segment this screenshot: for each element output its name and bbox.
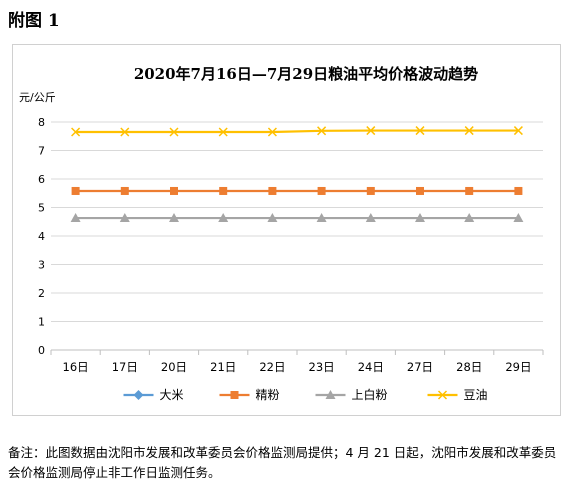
x-axis	[50, 350, 544, 355]
data-point-x	[464, 126, 474, 136]
legend-label: 上白粉	[352, 387, 388, 402]
data-point-square	[465, 186, 474, 195]
y-tick-labels: 0 1 2 3 4 5 6 7 8	[38, 116, 45, 357]
legend-label: 大米	[160, 388, 184, 402]
data-point-triangle	[365, 213, 376, 223]
line-chart: 2020年7月16日—7月29日粮油平均价格波动趋势 元/公斤 0 1 2 3 4 5 6 7…	[19, 65, 544, 402]
data-point-triangle	[316, 213, 327, 223]
data-point-triangle	[415, 213, 425, 223]
data-point-square	[514, 186, 523, 195]
gridlines	[51, 121, 543, 351]
y-tick-label: 7	[38, 145, 45, 158]
x-tick-label: 28日	[456, 360, 482, 374]
y-tick-label: 3	[38, 259, 45, 272]
y-tick-label: 0	[38, 344, 45, 357]
chart-title: 2020年7月16日—7月29日粮油平均价格波动趋势	[134, 65, 478, 83]
legend-item: 上白粉	[315, 387, 388, 402]
data-point-x	[267, 127, 277, 137]
y-tick-label: 6	[38, 173, 45, 186]
x-tick-label: 16日	[63, 360, 89, 374]
data-point-x	[71, 127, 81, 137]
legend-item: 精粉	[219, 388, 280, 402]
data-point-triangle	[267, 213, 278, 223]
data-point-x	[437, 390, 448, 400]
x-tick-label: 21日	[210, 360, 236, 374]
data-point-x	[366, 126, 376, 136]
chart-frame: 2020年7月16日—7月29日粮油平均价格波动趋势 元/公斤 0 1 2 3 4 5 6 7…	[12, 44, 561, 416]
series-line-豆油	[75, 129, 519, 134]
legend-item: 豆油	[427, 388, 488, 402]
series-lines	[75, 129, 519, 220]
data-point-diamond	[133, 390, 144, 400]
x-tick-label: 17日	[112, 360, 138, 374]
data-point-square	[268, 186, 277, 195]
data-point-triangle	[169, 213, 179, 223]
data-point-x	[415, 126, 425, 136]
data-point-triangle	[218, 213, 229, 223]
y-tick-label: 8	[38, 116, 45, 129]
footnote: 备注：此图数据由沈阳市发展和改革委员会价格监测局提供；4 月 21 日起，沈阳市…	[8, 445, 557, 480]
data-point-square	[366, 186, 375, 195]
data-point-triangle	[464, 213, 475, 223]
legend-item: 大米	[123, 388, 184, 402]
legend-label: 精粉	[256, 388, 280, 402]
y-tick-label: 2	[38, 287, 45, 300]
y-tick-label: 4	[38, 230, 45, 243]
data-point-x	[218, 127, 228, 137]
legend-label: 豆油	[464, 388, 488, 402]
data-point-square	[120, 186, 129, 195]
x-tick-label: 22日	[259, 360, 285, 374]
x-tick-labels: 16日 17日 20日 21日 22日 23日 24日 27日 28日 29日	[63, 360, 532, 374]
data-point-square	[230, 391, 239, 399]
data-point-triangle	[70, 213, 81, 223]
x-tick-label: 27日	[407, 360, 433, 374]
x-tick-label: 29日	[505, 360, 531, 374]
data-point-square	[317, 186, 326, 195]
x-tick-label: 24日	[358, 360, 384, 374]
y-tick-label: 1	[38, 316, 45, 329]
x-tick-label: 20日	[161, 360, 187, 374]
y-axis-label: 元/公斤	[19, 91, 56, 104]
data-point-triangle	[513, 213, 524, 223]
legend: 大米 精粉 上白粉 豆油	[123, 387, 488, 402]
data-point-square	[219, 186, 228, 195]
data-point-triangle	[119, 213, 130, 223]
y-tick-label: 5	[38, 202, 45, 215]
series-markers	[70, 126, 524, 223]
data-point-x	[169, 127, 179, 137]
data-point-x	[120, 127, 130, 137]
figure-label: 附图 1	[8, 11, 60, 31]
data-point-x	[317, 126, 327, 136]
data-point-square	[71, 186, 80, 195]
data-point-x	[513, 126, 523, 136]
data-point-triangle	[325, 390, 336, 399]
x-tick-label: 23日	[309, 360, 335, 374]
data-point-square	[416, 186, 424, 195]
data-point-square	[170, 186, 178, 195]
